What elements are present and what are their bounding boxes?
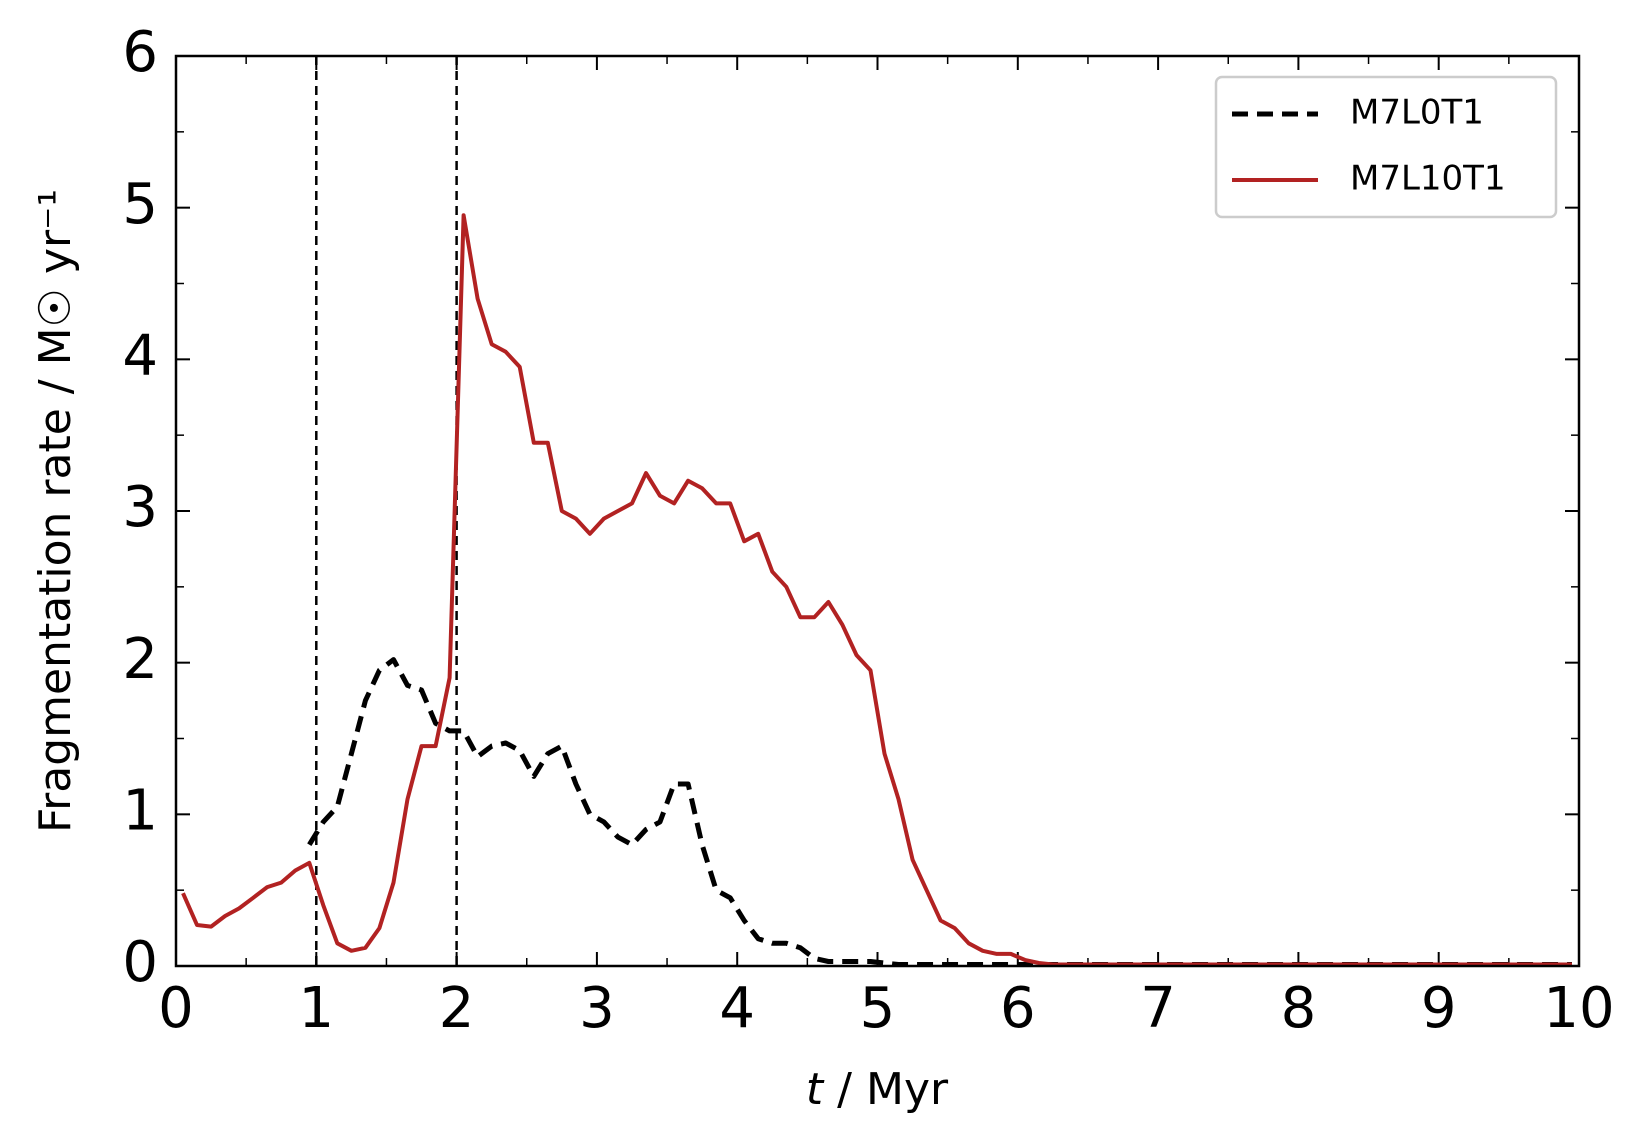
- legend-label: M7L10T1: [1350, 159, 1506, 199]
- x-axis-label: t / Myr: [806, 1064, 949, 1115]
- x-label-unit: / Myr: [823, 1064, 949, 1115]
- y-tick-label: 0: [122, 930, 158, 995]
- x-tick-label: 4: [719, 976, 755, 1041]
- x-tick-label: 1: [298, 976, 334, 1041]
- y-tick-label: 3: [122, 475, 158, 540]
- x-tick-label: 9: [1421, 976, 1457, 1041]
- x-tick-label: 6: [1000, 976, 1036, 1041]
- x-tick-label: 8: [1281, 976, 1317, 1041]
- y-axis-label: Fragmentation rate / M☉ yr⁻¹: [30, 189, 81, 833]
- x-tick-label: 10: [1543, 976, 1614, 1041]
- y-tick-label: 6: [122, 20, 158, 85]
- x-tick-label: 7: [1140, 976, 1176, 1041]
- x-tick-label: 3: [579, 976, 615, 1041]
- x-label-var: t: [806, 1064, 825, 1115]
- x-tick-label: 5: [860, 976, 896, 1041]
- legend-label: M7L0T1: [1350, 93, 1484, 133]
- y-tick-label: 5: [122, 172, 158, 237]
- x-tick-label: 0: [158, 976, 194, 1041]
- y-tick-label: 2: [122, 627, 158, 692]
- series-line: [181, 213, 1572, 967]
- y-tick-label: 4: [122, 323, 158, 388]
- y-tick-label: 1: [122, 778, 158, 843]
- x-tick-label: 2: [439, 976, 475, 1041]
- plot-frame: [174, 54, 1581, 968]
